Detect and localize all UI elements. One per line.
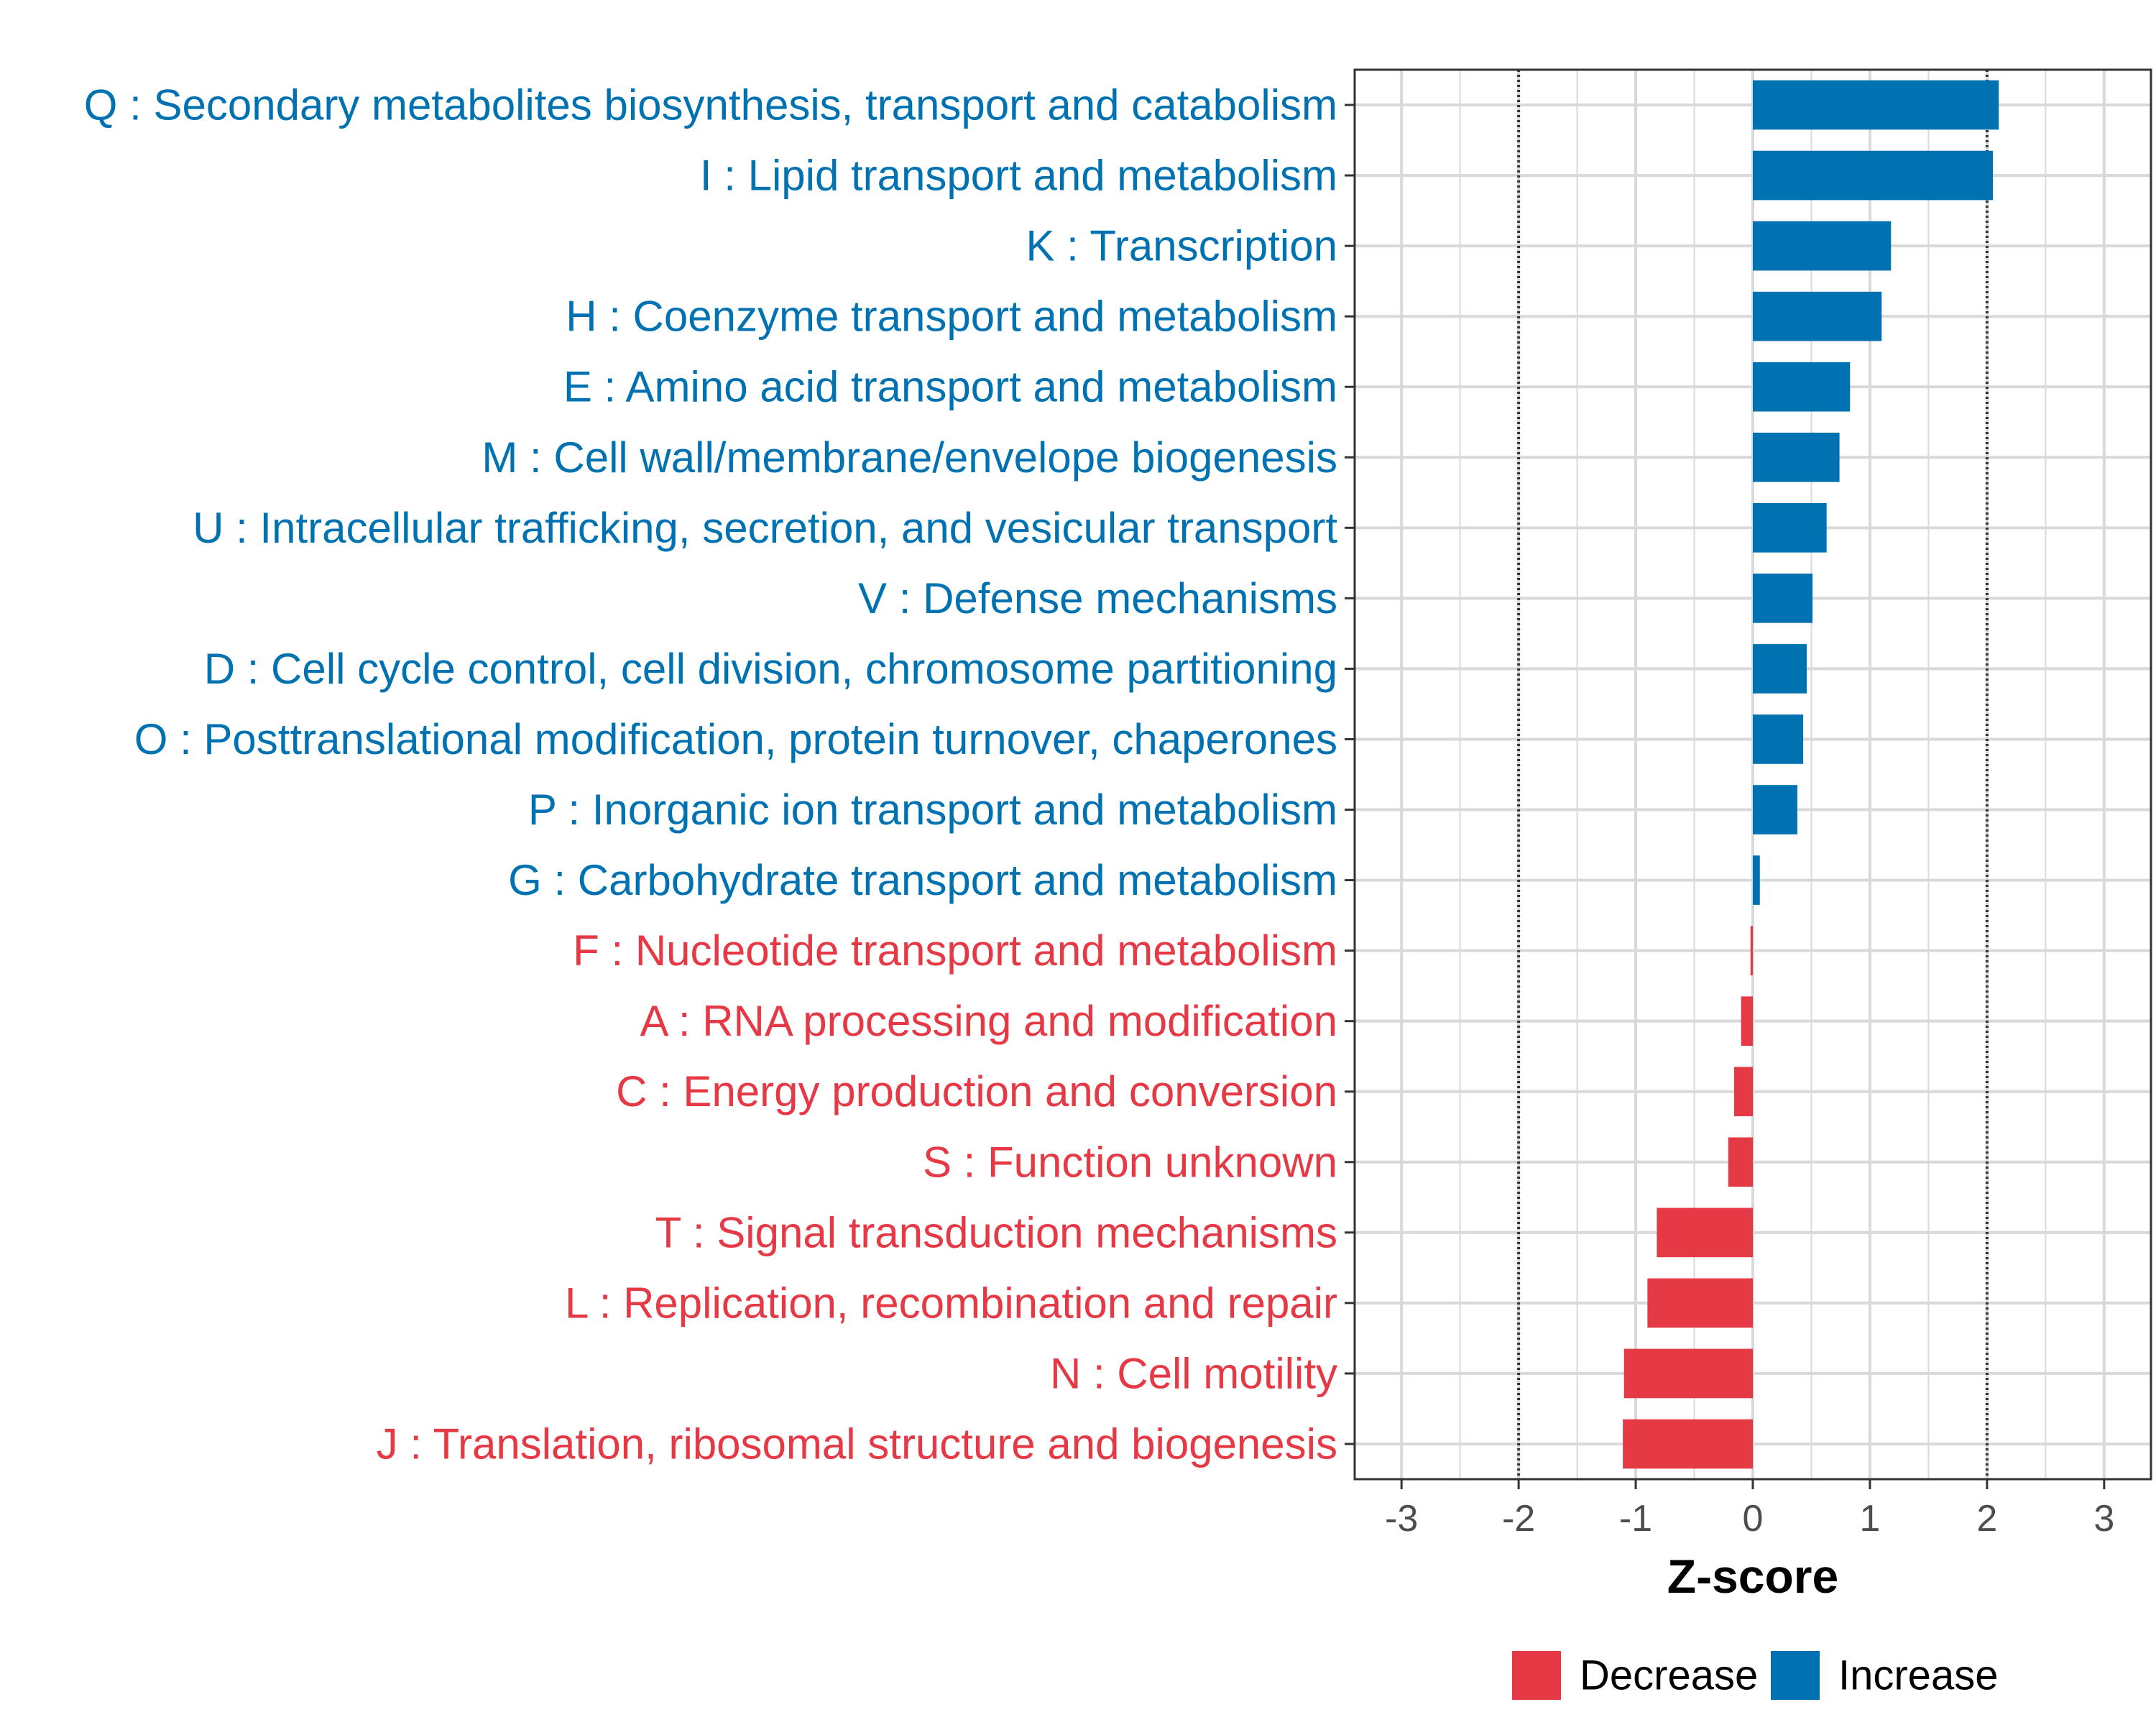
x-tick-label: -3	[1385, 1498, 1418, 1540]
bar	[1728, 1137, 1753, 1187]
bar	[1753, 362, 1851, 412]
category-label: C : Energy production and conversion	[616, 1067, 1337, 1116]
legend-label: Increase	[1838, 1652, 1998, 1699]
category-label: D : Cell cycle control, cell division, c…	[204, 645, 1337, 693]
x-ticks: -3 -2 -1 0 1 2 3	[1385, 1479, 2114, 1540]
legend-label: Decrease	[1580, 1652, 1758, 1699]
x-tick-label: 0	[1743, 1498, 1764, 1540]
bars	[1623, 80, 1999, 1469]
category-label: J : Translation, ribosomal structure and…	[377, 1420, 1337, 1468]
bar	[1753, 221, 1892, 271]
bar	[1753, 714, 1804, 764]
grid-layer	[1355, 70, 2151, 1479]
category-label: T : Signal transduction mechanisms	[655, 1208, 1337, 1256]
bar	[1753, 785, 1797, 834]
bar	[1753, 503, 1827, 553]
category-label: M : Cell wall/membrane/envelope biogenes…	[482, 433, 1337, 482]
category-label: U : Intracellular trafficking, secretion…	[193, 504, 1337, 552]
category-label: E : Amino acid transport and metabolism	[563, 363, 1337, 411]
category-labels: Q : Secondary metabolites biosynthesis, …	[84, 81, 1338, 1468]
legend: Decrease Increase	[1512, 1651, 1998, 1700]
reference-lines	[1517, 70, 1989, 1479]
bar	[1753, 291, 1882, 341]
x-tick-label: -2	[1502, 1498, 1535, 1540]
category-label: P : Inorganic ion transport and metaboli…	[528, 786, 1337, 834]
category-label: F : Nucleotide transport and metabolism	[573, 926, 1337, 975]
bar	[1753, 150, 1994, 201]
category-label: L : Replication, recombination and repai…	[565, 1279, 1337, 1327]
bar	[1753, 644, 1807, 694]
category-label: I : Lipid transport and metabolism	[700, 152, 1337, 200]
category-label: Q : Secondary metabolites biosynthesis, …	[84, 81, 1337, 129]
category-label: S : Function unknown	[923, 1138, 1337, 1186]
bar	[1750, 926, 1753, 975]
category-label: A : RNA processing and modification	[640, 997, 1337, 1045]
category-label: N : Cell motility	[1050, 1349, 1337, 1397]
bar	[1657, 1208, 1753, 1258]
x-axis-title: Z-score	[1667, 1550, 1838, 1603]
y-ticks	[1345, 104, 1355, 1445]
bar	[1623, 1419, 1753, 1469]
bar	[1753, 80, 1999, 130]
x-tick-label: 2	[1976, 1498, 1997, 1540]
x-tick-label: 3	[2093, 1498, 2114, 1540]
bar	[1647, 1278, 1753, 1328]
x-tick-label: 1	[1859, 1498, 1880, 1540]
legend-swatch	[1512, 1651, 1561, 1700]
category-label: K : Transcription	[1026, 222, 1337, 270]
category-label: H : Coenzyme transport and metabolism	[566, 293, 1337, 341]
bar	[1753, 574, 1813, 623]
x-tick-label: -1	[1619, 1498, 1652, 1540]
legend-swatch	[1771, 1651, 1820, 1700]
category-label: V : Defense mechanisms	[858, 574, 1337, 622]
bar	[1741, 996, 1753, 1046]
bar	[1753, 855, 1760, 905]
category-label: G : Carbohydrate transport and metabolis…	[508, 856, 1337, 904]
bar	[1753, 432, 1840, 482]
bar	[1733, 1067, 1753, 1117]
bar	[1623, 1348, 1753, 1399]
category-label: O : Posttranslational modification, prot…	[134, 715, 1337, 763]
